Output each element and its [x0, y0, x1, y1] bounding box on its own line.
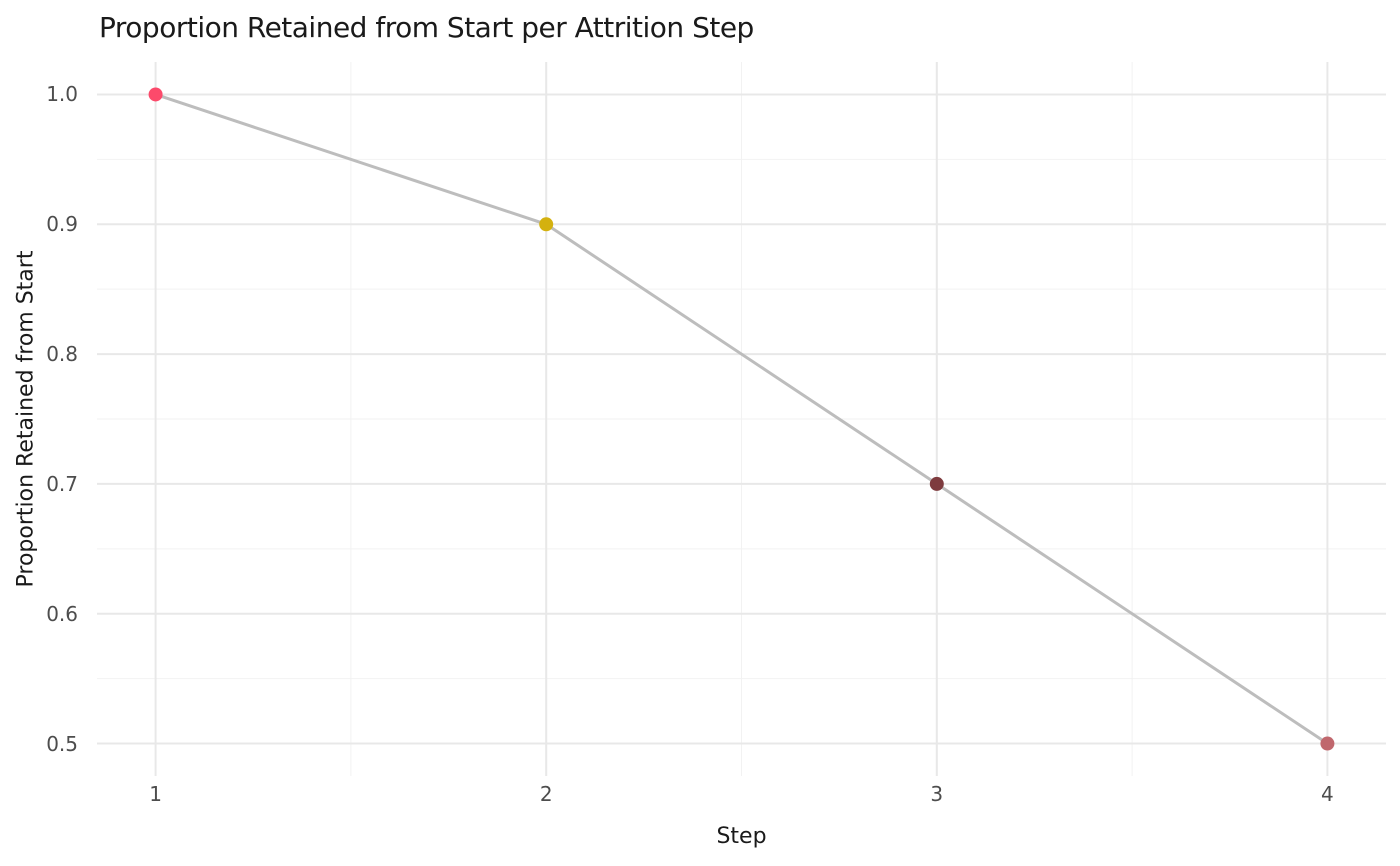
x-tick-label: 3	[930, 782, 944, 806]
data-point	[929, 476, 944, 491]
y-tick-label: 0.9	[46, 212, 78, 237]
y-tick-label: 0.6	[46, 601, 78, 626]
y-tick-label: 1.0	[46, 82, 78, 107]
y-tick-label: 0.8	[46, 342, 78, 367]
series-line	[154, 92, 1329, 746]
y-axis-title: Proportion Retained from Start	[13, 250, 39, 588]
chart-title: Proportion Retained from Start per Attri…	[99, 11, 754, 44]
x-tick-label: 4	[1321, 782, 1334, 806]
x-tick-label: 1	[149, 782, 162, 806]
x-axis-title: Step	[716, 824, 767, 849]
data-point	[539, 217, 554, 232]
y-tick-label: 0.7	[46, 471, 78, 496]
x-tick-label: 2	[539, 782, 553, 806]
data-point	[148, 87, 163, 102]
data-point	[1320, 736, 1335, 751]
y-tick-label: 0.5	[46, 731, 78, 756]
